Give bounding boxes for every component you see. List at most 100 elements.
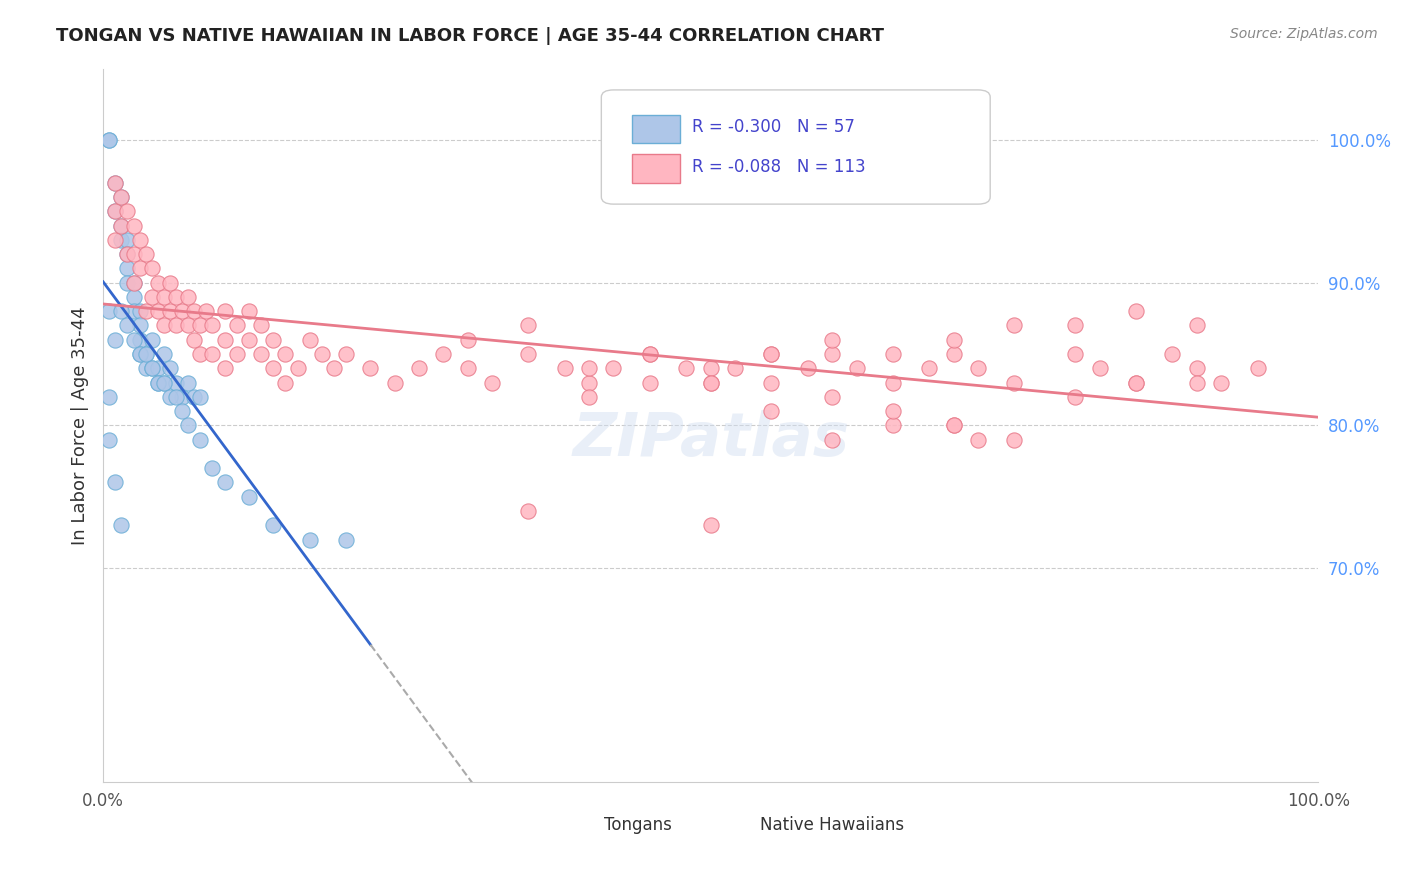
Text: ZIPatlas: ZIPatlas <box>572 410 849 469</box>
Native Hawaiians <box>638 376 661 390</box>
Native Hawaiians <box>146 304 169 318</box>
Tongans <box>128 347 150 361</box>
Native Hawaiians <box>1161 347 1184 361</box>
Tongans <box>183 390 205 404</box>
Tongans <box>153 347 176 361</box>
Native Hawaiians <box>195 304 218 318</box>
Native Hawaiians <box>517 347 540 361</box>
Native Hawaiians <box>104 204 127 219</box>
Native Hawaiians <box>761 404 783 418</box>
FancyBboxPatch shape <box>602 90 990 204</box>
Native Hawaiians <box>699 518 721 533</box>
Native Hawaiians <box>761 347 783 361</box>
Native Hawaiians <box>311 347 333 361</box>
Native Hawaiians <box>638 347 661 361</box>
Bar <box>589 813 613 830</box>
Native Hawaiians <box>238 333 260 347</box>
Native Hawaiians <box>250 347 273 361</box>
Tongans <box>128 347 150 361</box>
Native Hawaiians <box>250 318 273 333</box>
Native Hawaiians <box>821 433 844 447</box>
Tongans <box>146 361 169 376</box>
Text: Source: ZipAtlas.com: Source: ZipAtlas.com <box>1230 27 1378 41</box>
Native Hawaiians <box>110 219 132 233</box>
Native Hawaiians <box>554 361 576 376</box>
Native Hawaiians <box>153 290 176 304</box>
Native Hawaiians <box>1185 376 1208 390</box>
Text: R = -0.300   N = 57: R = -0.300 N = 57 <box>693 118 855 136</box>
Native Hawaiians <box>159 276 181 290</box>
Native Hawaiians <box>359 361 381 376</box>
Native Hawaiians <box>165 318 187 333</box>
Text: R = -0.088   N = 113: R = -0.088 N = 113 <box>693 158 866 176</box>
Tongans <box>135 347 157 361</box>
Native Hawaiians <box>517 318 540 333</box>
Native Hawaiians <box>918 361 941 376</box>
Tongans <box>122 304 145 318</box>
Native Hawaiians <box>177 290 200 304</box>
Native Hawaiians <box>1064 347 1087 361</box>
Native Hawaiians <box>821 390 844 404</box>
Native Hawaiians <box>201 318 224 333</box>
Native Hawaiians <box>821 333 844 347</box>
Native Hawaiians <box>821 347 844 361</box>
Text: Tongans: Tongans <box>603 816 672 834</box>
Tongans <box>201 461 224 475</box>
Native Hawaiians <box>699 376 721 390</box>
Tongans <box>122 290 145 304</box>
Tongans <box>335 533 357 547</box>
Tongans <box>104 333 127 347</box>
Native Hawaiians <box>274 347 297 361</box>
Tongans <box>98 433 121 447</box>
Native Hawaiians <box>457 361 479 376</box>
Tongans <box>214 475 236 490</box>
Native Hawaiians <box>262 333 284 347</box>
Native Hawaiians <box>882 418 904 433</box>
Tongans <box>128 318 150 333</box>
Native Hawaiians <box>141 261 163 276</box>
Text: Native Hawaiians: Native Hawaiians <box>761 816 904 834</box>
Native Hawaiians <box>602 361 624 376</box>
Native Hawaiians <box>183 333 205 347</box>
Native Hawaiians <box>135 304 157 318</box>
Native Hawaiians <box>117 247 139 261</box>
Native Hawaiians <box>1209 376 1232 390</box>
Tongans <box>165 390 187 404</box>
Native Hawaiians <box>335 347 357 361</box>
Tongans <box>262 518 284 533</box>
Tongans <box>141 361 163 376</box>
Native Hawaiians <box>457 333 479 347</box>
Tongans <box>104 176 127 190</box>
Tongans <box>141 361 163 376</box>
Native Hawaiians <box>104 176 127 190</box>
Native Hawaiians <box>262 361 284 376</box>
Native Hawaiians <box>578 390 600 404</box>
Tongans <box>146 376 169 390</box>
Native Hawaiians <box>1125 376 1147 390</box>
Tongans <box>128 333 150 347</box>
Native Hawaiians <box>298 333 321 347</box>
Native Hawaiians <box>177 318 200 333</box>
Tongans <box>122 333 145 347</box>
Bar <box>631 154 681 183</box>
Native Hawaiians <box>967 433 990 447</box>
Native Hawaiians <box>188 347 211 361</box>
Native Hawaiians <box>761 376 783 390</box>
Tongans <box>98 133 121 147</box>
Bar <box>631 115 681 144</box>
Tongans <box>135 347 157 361</box>
Bar <box>765 813 790 830</box>
Native Hawaiians <box>967 361 990 376</box>
Tongans <box>141 333 163 347</box>
Native Hawaiians <box>481 376 503 390</box>
Native Hawaiians <box>159 304 181 318</box>
Tongans <box>172 390 194 404</box>
Tongans <box>146 376 169 390</box>
Tongans <box>117 233 139 247</box>
Native Hawaiians <box>141 290 163 304</box>
Native Hawaiians <box>882 404 904 418</box>
Native Hawaiians <box>323 361 346 376</box>
Tongans <box>98 304 121 318</box>
Native Hawaiians <box>699 361 721 376</box>
Native Hawaiians <box>724 361 747 376</box>
